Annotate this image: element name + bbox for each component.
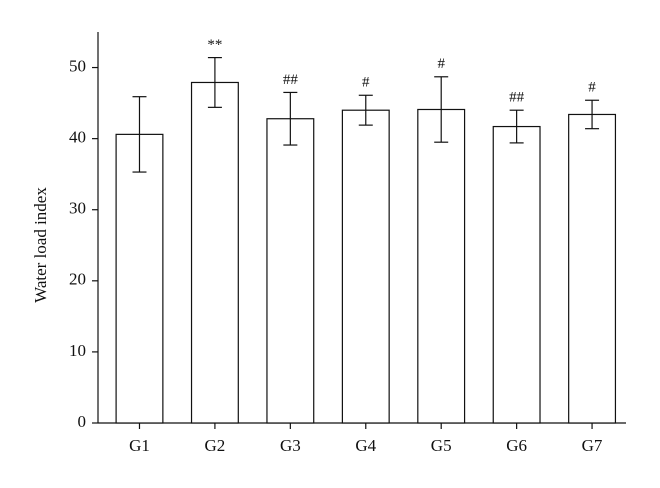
annotation: # [588, 80, 596, 96]
y-tick-label: 40 [69, 128, 86, 147]
bar [417, 108, 466, 424]
bar [341, 109, 390, 424]
annotation: ## [509, 90, 525, 106]
error-bar [434, 76, 449, 143]
y-tick-label: 0 [78, 412, 87, 431]
x-tick-label: G1 [129, 436, 150, 455]
bar [492, 125, 541, 424]
x-tick-label: G5 [431, 436, 452, 455]
bar [568, 113, 617, 424]
error-bar [585, 99, 600, 130]
y-tick-label: 20 [69, 270, 86, 289]
bar [190, 81, 239, 424]
x-tick-label: G3 [280, 436, 301, 455]
annotation: ## [283, 72, 299, 88]
x-tick-label: G4 [355, 436, 376, 455]
x-tick-label: G7 [582, 436, 603, 455]
bar [115, 133, 164, 424]
annotation: # [437, 56, 445, 72]
x-tick-label: G6 [506, 436, 527, 455]
error-bar [283, 91, 298, 146]
y-tick-label: 30 [69, 199, 86, 218]
error-bar [509, 109, 524, 144]
annotation: # [362, 75, 370, 91]
y-tick-label: 50 [69, 56, 86, 75]
error-bar [358, 94, 373, 126]
bar [266, 118, 315, 424]
x-tick-label: G2 [205, 436, 226, 455]
error-bar [207, 56, 222, 108]
annotation: ** [207, 37, 222, 53]
y-axis-label: Water load index [31, 187, 50, 303]
error-bar [132, 96, 147, 173]
y-tick-label: 10 [69, 341, 86, 360]
